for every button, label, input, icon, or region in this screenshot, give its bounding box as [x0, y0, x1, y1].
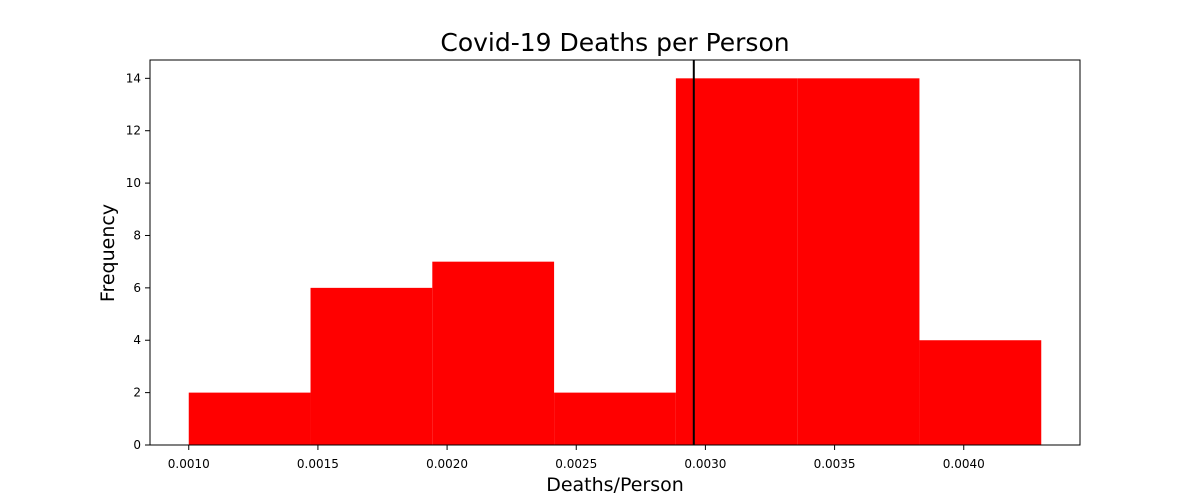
- histogram-bar: [188, 392, 311, 445]
- y-tick-label: 6: [133, 281, 141, 295]
- x-axis-label: Deaths/Person: [546, 474, 684, 496]
- x-tick-label: 0.0035: [814, 457, 856, 471]
- y-tick-label: 2: [133, 386, 141, 400]
- y-tick-label: 8: [133, 228, 141, 242]
- histogram-bar: [675, 78, 798, 445]
- y-tick-label: 4: [133, 333, 141, 347]
- y-axis-label: Frequency: [97, 204, 119, 302]
- y-tick-label: 10: [126, 176, 141, 190]
- histogram-bar: [554, 392, 676, 445]
- plot-frame: [149, 59, 1081, 446]
- y-axis: 0 2 4 6 8 10 12 14: [126, 71, 150, 452]
- x-axis: 0.0010 0.0015 0.0020 0.0025 0.0030 0.0035 0.00…: [168, 445, 985, 471]
- histogram-bar: [310, 287, 433, 445]
- chart-title: Covid-19 Deaths per Person: [440, 28, 789, 57]
- y-tick-label: 14: [126, 71, 141, 85]
- histogram-bar: [919, 340, 1042, 445]
- bars-group: [188, 78, 1042, 445]
- x-tick-label: 0.0015: [297, 457, 339, 471]
- y-tick-label: 0: [133, 438, 141, 452]
- x-tick-label: 0.0030: [684, 457, 726, 471]
- x-tick-label: 0.0025: [555, 457, 597, 471]
- x-tick-label: 0.0010: [168, 457, 210, 471]
- x-tick-label: 0.0040: [943, 457, 985, 471]
- histogram-bar: [797, 78, 920, 445]
- histogram-bar: [432, 261, 555, 445]
- y-tick-label: 12: [126, 124, 141, 138]
- x-tick-label: 0.0020: [426, 457, 468, 471]
